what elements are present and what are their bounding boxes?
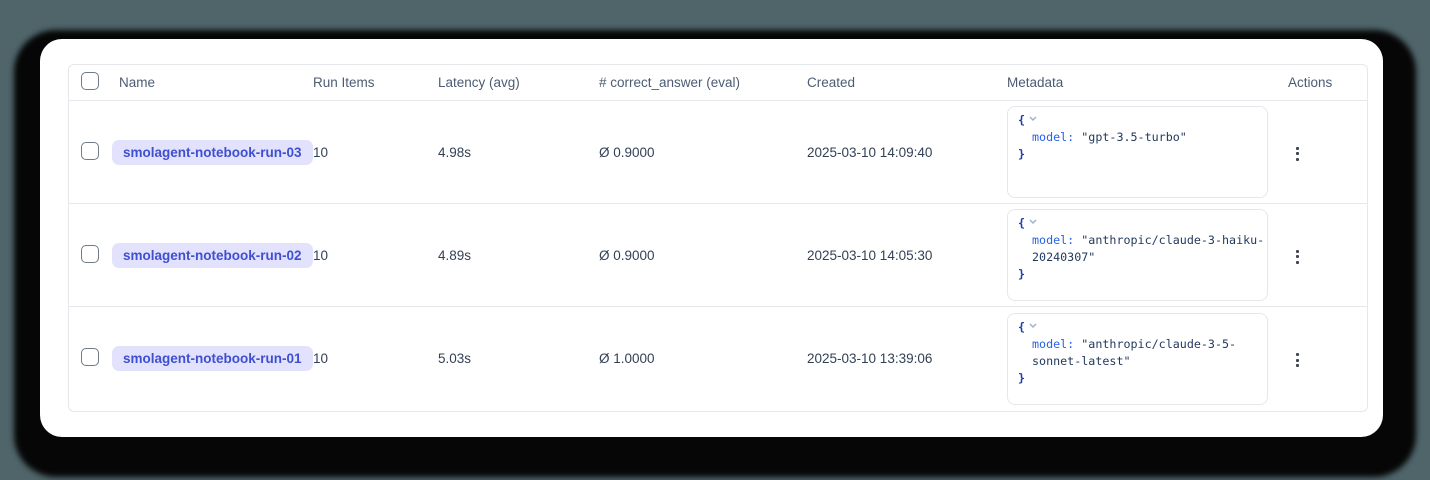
table-row: smolagent-notebook-run-01 10 5.03s Ø 1.0…: [69, 307, 1367, 410]
created-value: 2025-03-10 14:05:30: [807, 247, 933, 263]
column-header-created: Created: [807, 75, 856, 90]
json-close-brace: }: [1018, 147, 1026, 161]
json-close-brace: }: [1018, 370, 1026, 385]
column-header-name: Name: [119, 75, 156, 90]
json-key: model:: [1032, 233, 1082, 247]
row-actions-kebab-button[interactable]: [1288, 141, 1307, 167]
row-checkbox[interactable]: [81, 244, 99, 263]
metadata-json-viewer[interactable]: { model: "anthropic/claude-3-5-sonnet-la…: [1007, 312, 1268, 405]
column-header-run-items: Run Items: [313, 75, 375, 90]
correct-answer-value: Ø 1.0000: [599, 351, 655, 366]
row-actions-kebab-button[interactable]: [1288, 347, 1307, 373]
run-name-badge[interactable]: smolagent-notebook-run-03: [112, 139, 313, 165]
chevron-down-icon[interactable]: [1028, 321, 1038, 330]
run-name-badge[interactable]: smolagent-notebook-run-02: [112, 242, 313, 268]
metadata-json-viewer[interactable]: { model: "gpt-3.5-turbo" }: [1007, 106, 1268, 198]
correct-answer-value: Ø 0.9000: [599, 144, 655, 160]
latency-value: 4.98s: [438, 144, 472, 160]
json-close-brace: }: [1018, 267, 1026, 281]
json-open-brace: {: [1018, 216, 1026, 230]
json-open-brace: {: [1018, 319, 1026, 334]
json-value: "anthropic/claude-3-5-sonnet-latest": [1032, 336, 1237, 368]
row-checkbox[interactable]: [81, 348, 99, 366]
column-header-metadata: Metadata: [1007, 75, 1064, 90]
table-row: smolagent-notebook-run-02 10 4.89s Ø 0.9…: [69, 204, 1367, 307]
run-items-value: 10: [313, 144, 329, 160]
correct-answer-value: Ø 0.9000: [599, 247, 655, 263]
json-open-brace: {: [1018, 113, 1026, 127]
chevron-down-icon[interactable]: [1028, 114, 1038, 123]
chevron-down-icon[interactable]: [1028, 217, 1038, 226]
created-value: 2025-03-10 14:09:40: [807, 144, 933, 160]
json-key: model:: [1032, 130, 1082, 144]
table-row: smolagent-notebook-run-03 10 4.98s Ø 0.9…: [69, 101, 1367, 204]
latency-value: 4.89s: [438, 247, 472, 263]
json-value: "anthropic/claude-3-haiku-20240307": [1032, 233, 1265, 264]
json-value: "gpt-3.5-turbo": [1081, 130, 1187, 144]
row-actions-kebab-button[interactable]: [1288, 244, 1307, 270]
column-header-actions: Actions: [1288, 75, 1333, 90]
run-items-value: 10: [313, 247, 329, 263]
column-header-latency: Latency (avg): [438, 75, 520, 90]
json-key: model:: [1032, 336, 1082, 351]
select-all-checkbox[interactable]: [81, 72, 99, 90]
run-name-badge[interactable]: smolagent-notebook-run-01: [112, 346, 313, 371]
table-header-row: Name Run Items Latency (avg) # correct_a…: [69, 65, 1367, 101]
run-items-value: 10: [313, 351, 329, 366]
latency-value: 5.03s: [438, 351, 472, 366]
runs-table: Name Run Items Latency (avg) # correct_a…: [68, 64, 1368, 412]
row-checkbox[interactable]: [81, 141, 99, 160]
column-header-correct-answer: # correct_answer (eval): [599, 75, 741, 90]
metadata-json-viewer[interactable]: { model: "anthropic/claude-3-haiku-20240…: [1007, 209, 1268, 301]
created-value: 2025-03-10 13:39:06: [807, 351, 933, 366]
window-card: Name Run Items Latency (avg) # correct_a…: [40, 39, 1383, 437]
